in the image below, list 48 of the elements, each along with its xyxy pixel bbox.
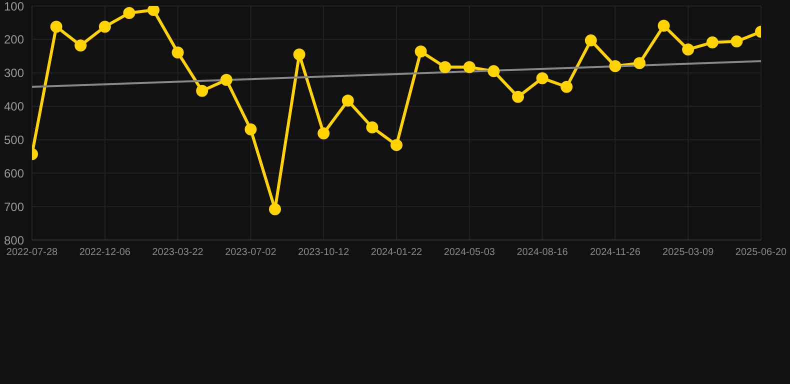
- point: [658, 20, 670, 32]
- x-tick-label: 2023-07-02: [225, 247, 277, 258]
- point: [584, 34, 597, 46]
- y-tick-label: 300: [4, 66, 24, 80]
- point: [244, 123, 257, 136]
- point: [220, 74, 232, 86]
- y-tick-label: 100: [4, 0, 24, 14]
- x-tick-label: 2022-12-06: [79, 247, 131, 258]
- x-tick-label: 2023-10-12: [298, 247, 350, 258]
- point: [148, 6, 160, 16]
- y-tick-label: 600: [4, 166, 24, 180]
- x-tick-label: 2025-03-09: [662, 247, 714, 258]
- point: [414, 45, 427, 58]
- point: [196, 84, 208, 97]
- x-tick-label: 2024-01-22: [370, 247, 423, 258]
- point: [463, 61, 476, 74]
- point: [366, 121, 378, 134]
- x-tick-label: 2022-07-28: [6, 247, 58, 258]
- y-tick-label: 400: [4, 100, 24, 114]
- point: [50, 20, 62, 33]
- x-tick-label: 2025-06-20: [735, 247, 788, 258]
- point: [390, 139, 402, 152]
- x-tick-label: 2024-05-03: [444, 247, 496, 258]
- point: [342, 94, 354, 107]
- point: [730, 35, 743, 48]
- x-tick-label: 2023-03-22: [152, 247, 204, 258]
- x-tick-label: 2024-11-26: [590, 247, 641, 258]
- point: [318, 127, 330, 140]
- point: [98, 20, 111, 33]
- point: [293, 48, 306, 60]
- point: [609, 60, 622, 72]
- point: [634, 57, 646, 70]
- point: [512, 90, 524, 103]
- y-tick-label: 500: [4, 132, 24, 147]
- point: [74, 39, 87, 52]
- x-tick-label: 2024-08-16: [516, 247, 568, 258]
- point: [269, 203, 281, 216]
- point: [536, 72, 548, 84]
- point: [172, 46, 184, 58]
- point: [706, 36, 718, 48]
- y-tick-label: 700: [4, 200, 24, 214]
- y-tick-label: 200: [4, 32, 24, 47]
- point: [488, 65, 500, 78]
- point: [682, 43, 694, 56]
- point: [439, 61, 452, 74]
- point: [123, 7, 136, 20]
- y-tick-label: 800: [4, 233, 24, 248]
- point: [560, 80, 573, 93]
